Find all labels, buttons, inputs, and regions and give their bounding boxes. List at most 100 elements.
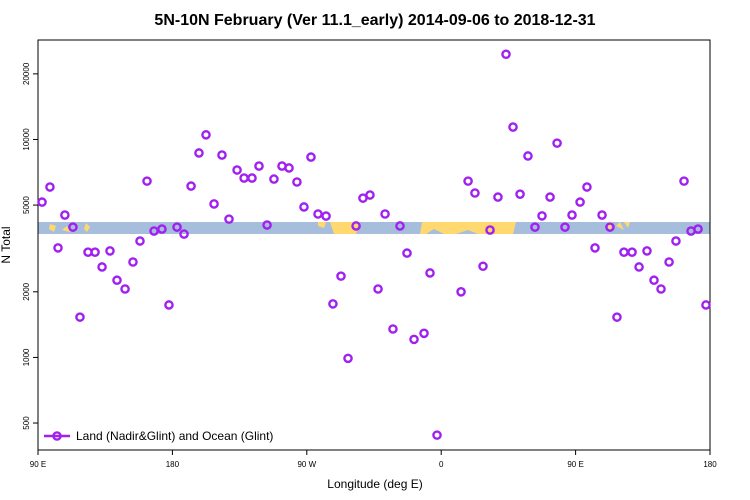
data-point: [701, 300, 711, 310]
data-point: [186, 181, 196, 191]
data-point: [634, 262, 644, 272]
x-tick-label: 90 W: [297, 460, 316, 469]
x-tick-label: 180: [703, 460, 717, 469]
data-point: [619, 247, 629, 257]
data-point: [470, 188, 480, 198]
x-tick-label: 180: [166, 460, 180, 469]
x-tick-label: 90 E: [567, 460, 583, 469]
data-point: [649, 275, 659, 286]
data-point: [224, 214, 234, 224]
data-point: [313, 209, 323, 219]
data-point: [120, 284, 130, 294]
data-point: [75, 312, 85, 322]
data-point: [365, 190, 375, 200]
data-point: [217, 150, 227, 160]
data-point: [194, 148, 204, 158]
data-point: [179, 229, 189, 239]
plot-frame: [37, 39, 711, 451]
data-point: [575, 197, 585, 207]
data-point: [545, 192, 555, 202]
data-point: [409, 334, 419, 345]
data-point: [209, 199, 219, 209]
data-point: [269, 174, 279, 184]
data-point: [135, 236, 145, 246]
data-point: [299, 202, 309, 212]
y-tick-label: 1000: [22, 348, 31, 366]
y-tick-label: 5000: [22, 196, 31, 214]
data-point: [656, 284, 666, 294]
data-point: [567, 210, 577, 220]
map-strip: [38, 222, 710, 234]
data-point: [530, 222, 540, 232]
data-point: [523, 151, 533, 161]
y-axis-label: N Total: [0, 226, 13, 263]
data-point: [560, 222, 570, 232]
data-point: [485, 225, 495, 235]
data-point: [597, 210, 607, 220]
y-tick-label: 500: [22, 416, 31, 430]
data-point: [508, 122, 518, 132]
data-point: [343, 353, 353, 364]
data-point: [254, 161, 264, 171]
data-point: [501, 49, 511, 60]
data-point: [172, 222, 182, 232]
data-point: [552, 138, 562, 148]
data-point: [239, 173, 249, 183]
data-point: [262, 220, 272, 230]
data-point: [164, 300, 174, 310]
y-tick-label: 20000: [22, 62, 31, 85]
y-tick-label: 10000: [22, 128, 31, 151]
data-point: [157, 224, 167, 234]
legend-label: Land (Nadir&Glint) and Ocean (Glint): [76, 429, 273, 443]
chart-title: 5N-10N February (Ver 11.1_early) 2014-09…: [154, 12, 595, 29]
data-point: [60, 210, 70, 220]
data-point: [582, 182, 592, 192]
data-point: [232, 165, 242, 175]
data-point: [388, 324, 398, 334]
data-point: [463, 176, 473, 186]
data-point: [351, 221, 361, 231]
data-point: [292, 177, 302, 187]
data-point: [693, 224, 703, 234]
data-point: [142, 176, 152, 186]
data-point: [373, 284, 383, 294]
data-point: [671, 236, 681, 246]
data-point: [590, 243, 600, 253]
data-point: [97, 262, 107, 272]
data-point: [68, 222, 78, 232]
data-point: [612, 312, 622, 322]
data-point: [247, 173, 257, 183]
data-point: [105, 246, 115, 256]
data-point: [306, 152, 316, 162]
data-point: [321, 211, 331, 221]
data-point: [328, 299, 338, 309]
data-point: [432, 430, 442, 440]
data-point: [45, 182, 55, 192]
data-point: [112, 275, 122, 286]
data-point: [627, 247, 637, 257]
data-point: [284, 163, 294, 173]
data-point: [456, 287, 466, 297]
data-point: [380, 209, 390, 219]
data-point: [493, 192, 503, 202]
data-point: [478, 261, 488, 272]
x-axis-label: Longitude (deg E): [327, 477, 422, 491]
data-point: [128, 257, 138, 267]
data-point: [419, 328, 429, 339]
data-point: [425, 268, 435, 278]
data-point: [336, 271, 346, 281]
data-point: [679, 176, 689, 186]
data-point: [605, 222, 615, 232]
x-tick-label: 0: [439, 460, 444, 469]
data-point: [201, 130, 211, 140]
data-point: [642, 246, 652, 256]
x-tick-label: 90 E: [30, 460, 46, 469]
data-point: [395, 221, 405, 231]
data-point: [90, 247, 100, 257]
data-point: [537, 211, 547, 221]
data-point: [515, 189, 525, 199]
data-point: [53, 243, 63, 253]
data-point: [402, 248, 412, 258]
y-tick-label: 2000: [22, 282, 31, 300]
